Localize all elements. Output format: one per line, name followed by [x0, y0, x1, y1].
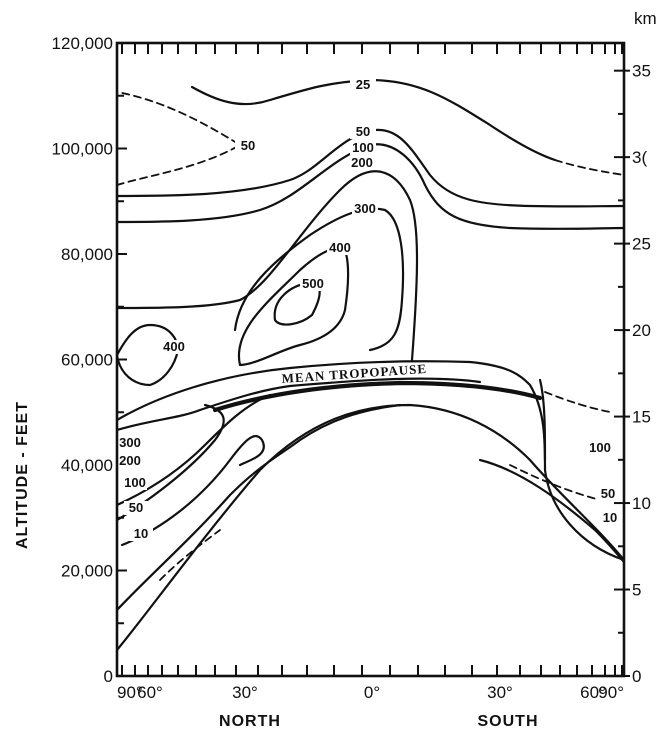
contour-level-label: 50: [241, 138, 255, 153]
region-label: NORTH: [219, 713, 281, 730]
bottom-tick-label: 60°: [137, 683, 163, 702]
contour-300-line: [233, 207, 405, 352]
edge-contour-label: 10: [603, 510, 617, 525]
right-tick-label: 5: [632, 581, 641, 600]
contour-label-bg: [327, 241, 353, 255]
bottom-tick-label: 90°: [117, 683, 143, 702]
edge-contour-label: 10: [134, 526, 148, 541]
contour-right-dashed-100: [544, 391, 611, 413]
contour-50-left-dashed: [117, 91, 241, 186]
contour-right-vertical: [538, 378, 547, 462]
edge-label-bg: [118, 436, 142, 450]
right-tick-label: 3(: [632, 148, 647, 167]
contour-tropopause-band: [117, 360, 624, 562]
edge-contour-label: 300: [119, 435, 141, 450]
edge-contour-label: 100: [589, 440, 611, 455]
region-label: SOUTH: [478, 713, 539, 730]
contour-right-dashed-50: [509, 464, 601, 501]
contour-label-bg: [350, 78, 376, 92]
left-tick-label: 60,000: [61, 351, 113, 370]
left-axis-ticks: 0 20,000 40,000 60,000 80,000 100,000 120,000: [52, 34, 127, 686]
contour-50-lower-dashed: [159, 529, 221, 581]
contour-300-lower: [117, 393, 272, 507]
contour-lines: [117, 78, 624, 652]
plot-frame: [115, 41, 626, 678]
right-tick-label: 15: [632, 408, 651, 427]
contour-label-bg: [300, 277, 326, 291]
bottom-tick-label: 90°: [598, 683, 624, 702]
left-tick-label: 120,000: [52, 34, 113, 53]
mean-tropopause-line: [212, 380, 543, 413]
edge-contour-label: 50: [601, 486, 615, 501]
edge-label-bg: [598, 511, 622, 525]
left-axis-label: ALTITUDE - FEET: [14, 401, 31, 549]
contour-level-label: 200: [351, 155, 373, 170]
contour-level-label: 25: [356, 77, 370, 92]
right-tick-label: 0: [632, 667, 641, 686]
contour-500-line: [273, 281, 321, 326]
contour-label-bg: [235, 139, 261, 153]
contour-lower-band: [117, 377, 482, 432]
right-axis-unit: km: [634, 9, 657, 28]
right-tick-label: 20: [632, 321, 651, 340]
contour-100-lower: [120, 435, 265, 547]
contour-label-bg: [350, 125, 376, 139]
edge-contour-label: 50: [129, 500, 143, 515]
edge-label-bg: [124, 501, 148, 515]
right-tick-label: 25: [632, 235, 651, 254]
left-tick-label: 40,000: [61, 456, 113, 475]
contour-level-label: 400: [329, 240, 351, 255]
right-axis-ticks: 0 5 10 15 20 25 3( 35: [614, 62, 651, 686]
edge-contour-label: 100: [124, 475, 146, 490]
edge-label-bg: [118, 454, 142, 468]
contour-50-line: [117, 128, 624, 208]
bottom-tick-label: 0°: [364, 683, 380, 702]
left-tick-label: 100,000: [52, 140, 113, 159]
edge-label-bg: [588, 441, 612, 455]
right-tick-label: 35: [632, 62, 651, 81]
contour-label-bg: [349, 156, 375, 170]
bottom-axis-labels: 90°60° 30° 0° 30° 60°90°NORTH SOUTH: [117, 683, 624, 730]
edge-contour-label: 200: [119, 453, 141, 468]
contour-level-label: 500: [302, 276, 324, 291]
contour-label-bg: [161, 340, 187, 354]
left-tick-label: 80,000: [61, 245, 113, 264]
contour-label-bg: [352, 202, 378, 216]
left-tick-label: 0: [104, 667, 113, 686]
contour-100-line: [117, 143, 624, 230]
contour-level-label: 50: [356, 124, 370, 139]
contour-level-label: 300: [354, 201, 376, 216]
contour-level-label: 400: [163, 339, 185, 354]
contour-400-left-closed: [117, 323, 180, 387]
bottom-axis-ticks: [121, 43, 623, 676]
edge-label-bg: [596, 487, 620, 501]
contour-400-line: [237, 247, 350, 367]
edge-label-bg: [123, 476, 147, 490]
left-tick-label: 20,000: [61, 562, 113, 581]
contour-25-right-dashed: [554, 159, 624, 176]
contour-right-lower: [478, 458, 624, 564]
contour-label-bg: [350, 141, 376, 155]
bottom-tick-label: 30°: [232, 683, 258, 702]
contour-200-line: [117, 170, 419, 362]
bottom-tick-label: 60°: [580, 683, 606, 702]
edge-label-bg: [129, 527, 153, 541]
right-tick-label: 10: [632, 494, 651, 513]
bottom-tick-label: 30°: [487, 683, 513, 702]
contour-level-label: 100: [352, 140, 374, 155]
contour-labels: 2550501002003004005004003002001005010100…: [118, 77, 622, 541]
contour-10-line: [117, 403, 624, 652]
